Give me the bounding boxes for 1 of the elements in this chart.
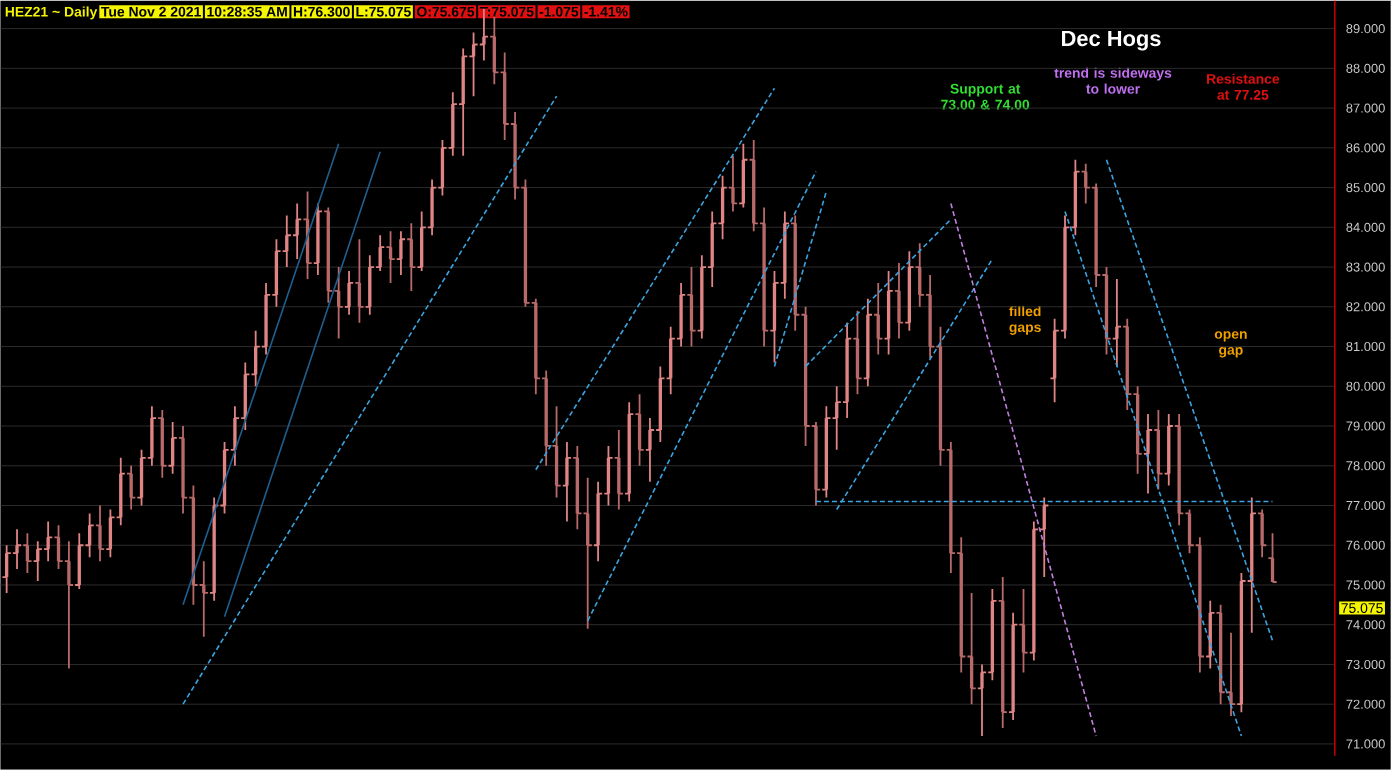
text: Dec Hogs	[1062, 30, 1161, 51]
